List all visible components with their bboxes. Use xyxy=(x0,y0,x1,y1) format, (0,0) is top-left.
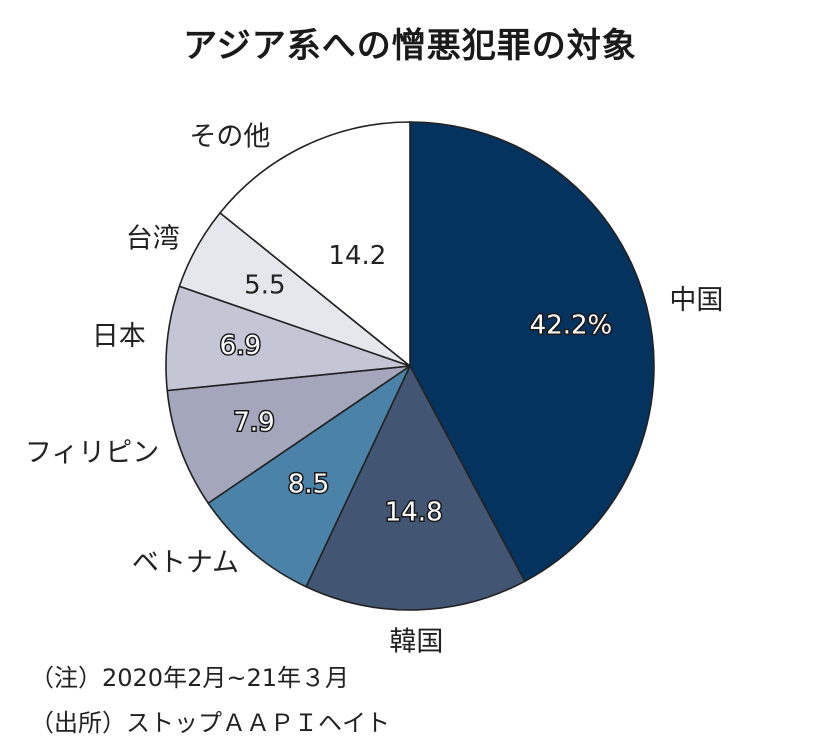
pie-slice-4 xyxy=(165,285,411,392)
period-note: （注）2020年2月~21年３月 xyxy=(30,664,349,692)
pie-slice-2 xyxy=(207,363,412,588)
value-label-4: 6.9 xyxy=(220,331,261,361)
value-label-5: 5.5 xyxy=(244,271,285,301)
category-label-2: ベトナム xyxy=(132,548,239,579)
pie-slice-1 xyxy=(305,364,526,611)
category-label-5: 台湾 xyxy=(126,223,180,254)
category-label-3: フィリピン xyxy=(25,437,159,468)
category-label-0: 中国 xyxy=(669,285,723,316)
source-note: （出所）ストップＡＡＰＩヘイト xyxy=(30,709,390,737)
value-label-3: 7.9 xyxy=(233,408,274,438)
category-label-4: 日本 xyxy=(92,321,146,352)
value-label-0: 42.2% xyxy=(530,311,613,341)
category-label-1: 韓国 xyxy=(389,626,443,657)
value-label-1: 14.8 xyxy=(385,497,443,527)
value-label-6: 14.2 xyxy=(328,241,386,271)
pie-slice-0 xyxy=(409,121,655,583)
pie-slice-6 xyxy=(218,121,411,368)
value-label-2: 8.5 xyxy=(288,470,329,500)
chart-title: アジア系への憎悪犯罪の対象 xyxy=(183,26,637,66)
pie-slice-3 xyxy=(166,365,411,505)
category-label-6: その他 xyxy=(189,121,270,152)
